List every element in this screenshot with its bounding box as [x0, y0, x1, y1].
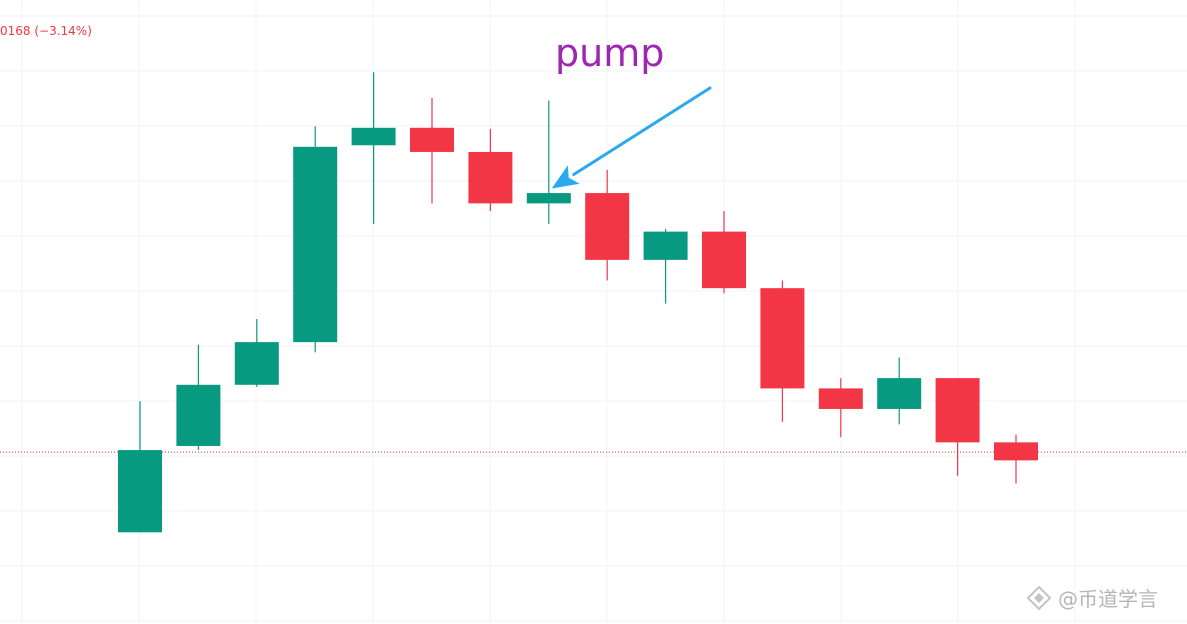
candle — [585, 169, 630, 281]
candle-body — [351, 127, 396, 146]
candle-body — [234, 342, 279, 385]
candle-body — [410, 127, 454, 152]
candle-body — [468, 151, 513, 204]
pump-arrow-icon — [551, 86, 712, 189]
candle — [702, 211, 746, 294]
candle-body — [877, 378, 922, 409]
candle-body — [585, 193, 630, 260]
candle — [176, 344, 221, 451]
candle-body — [643, 231, 688, 260]
candle-body — [118, 450, 162, 533]
arrow-head — [551, 165, 580, 189]
diamond-logo-icon — [1026, 585, 1052, 610]
candle-body — [526, 193, 571, 204]
candle — [293, 126, 338, 353]
candle-body — [293, 146, 338, 343]
candle — [877, 357, 922, 425]
watermark-text: @币道学言 — [1058, 587, 1158, 611]
candle — [234, 319, 279, 387]
pump-annotation: pump — [555, 31, 665, 75]
candle — [935, 378, 980, 476]
candle-body — [176, 384, 221, 446]
arrow-shaft — [572, 86, 712, 177]
candle — [760, 280, 805, 422]
candles-group — [118, 72, 1038, 533]
candle-body — [994, 442, 1038, 461]
candle-body — [935, 378, 980, 443]
candle — [118, 401, 162, 533]
candle — [526, 100, 571, 224]
candle-body — [818, 388, 863, 409]
price-change-label: 0168 (−3.14%) — [0, 24, 92, 38]
candle — [410, 97, 454, 204]
candle — [994, 434, 1038, 484]
candle — [351, 72, 396, 224]
candle-body — [702, 231, 746, 289]
candle — [643, 229, 688, 304]
candle-body — [760, 288, 805, 389]
candle — [468, 128, 513, 212]
watermark: @币道学言 — [1026, 583, 1158, 612]
candle — [818, 378, 863, 438]
